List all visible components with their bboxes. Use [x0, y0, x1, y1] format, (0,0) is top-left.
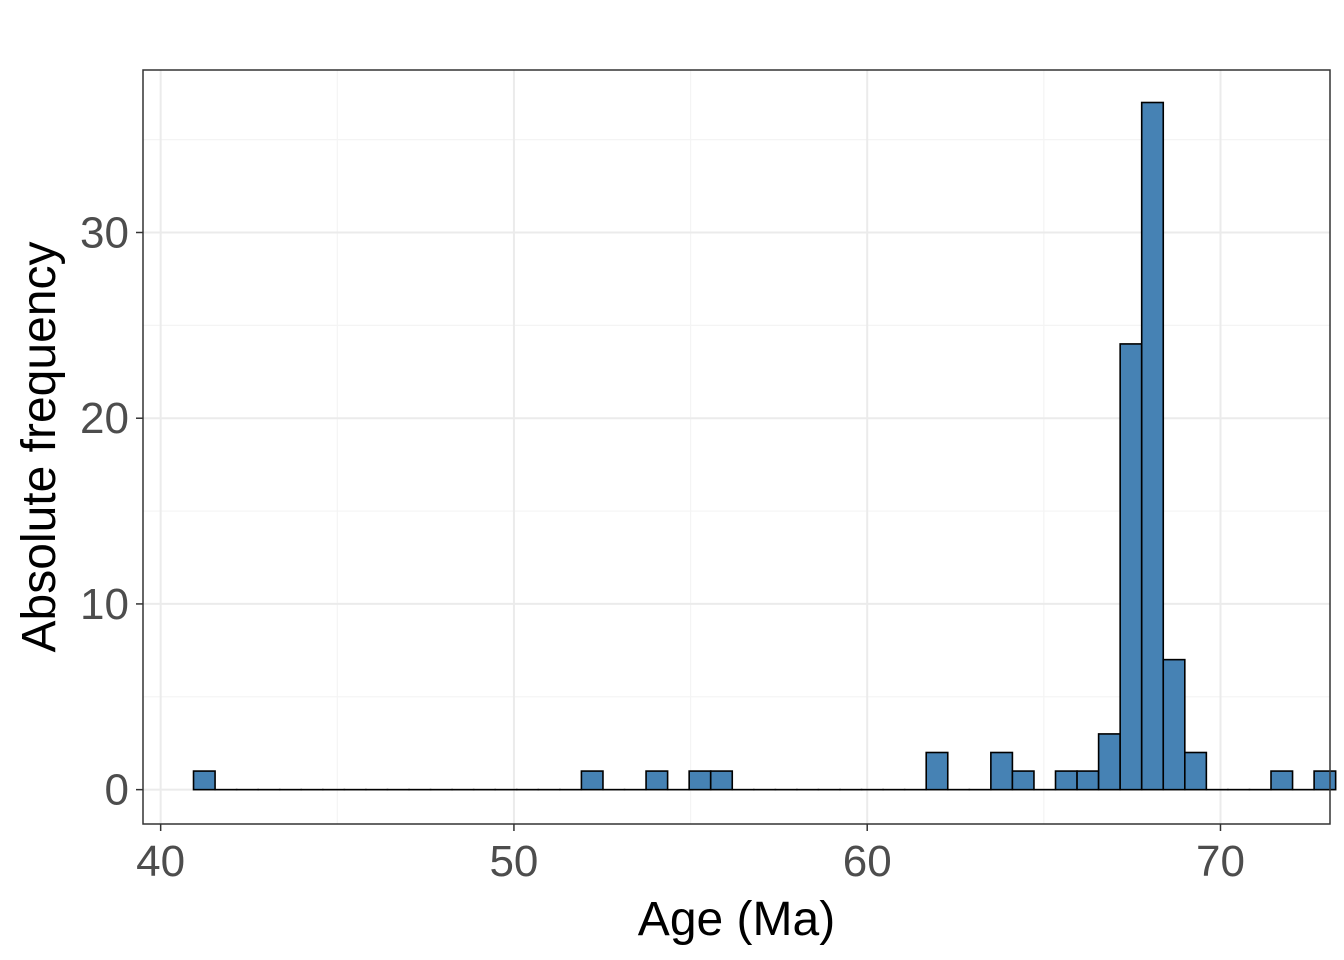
y-axis-title: Absolute frequency: [13, 242, 66, 653]
histogram-bar: [1313, 770, 1337, 791]
histogram-bar: [709, 770, 734, 791]
x-axis-title: Age (Ma): [638, 893, 835, 946]
histogram-bar: [1076, 770, 1100, 791]
histogram-bar: [580, 770, 604, 791]
histogram-bar: [1119, 343, 1143, 791]
y-tick-label: 0: [105, 766, 129, 815]
y-tick-label: 30: [80, 209, 129, 258]
histogram-bar: [1140, 101, 1165, 791]
histogram-bar: [645, 770, 669, 791]
histogram-bar: [192, 770, 216, 791]
histogram-bar: [1097, 733, 1121, 791]
x-tick-label: 50: [489, 837, 538, 886]
histogram-bar: [1270, 770, 1294, 791]
y-tick-label: 10: [80, 580, 129, 629]
histogram-bar: [925, 751, 949, 791]
histogram-bar: [1054, 770, 1078, 791]
y-tick-label: 20: [80, 394, 129, 443]
histogram-bar: [1184, 751, 1208, 791]
x-tick-label: 40: [136, 837, 185, 886]
histogram-bar: [1011, 770, 1035, 791]
histogram-bar: [990, 751, 1014, 791]
axes: 40 50 60 70 0 10 20 30: [80, 209, 1245, 887]
x-tick-label: 60: [843, 837, 892, 886]
histogram-bar: [1162, 658, 1186, 791]
histogram-bar: [688, 770, 712, 791]
panel-border: [142, 69, 1331, 825]
x-tick-label: 70: [1196, 837, 1245, 886]
histogram-bars: [192, 101, 1337, 791]
